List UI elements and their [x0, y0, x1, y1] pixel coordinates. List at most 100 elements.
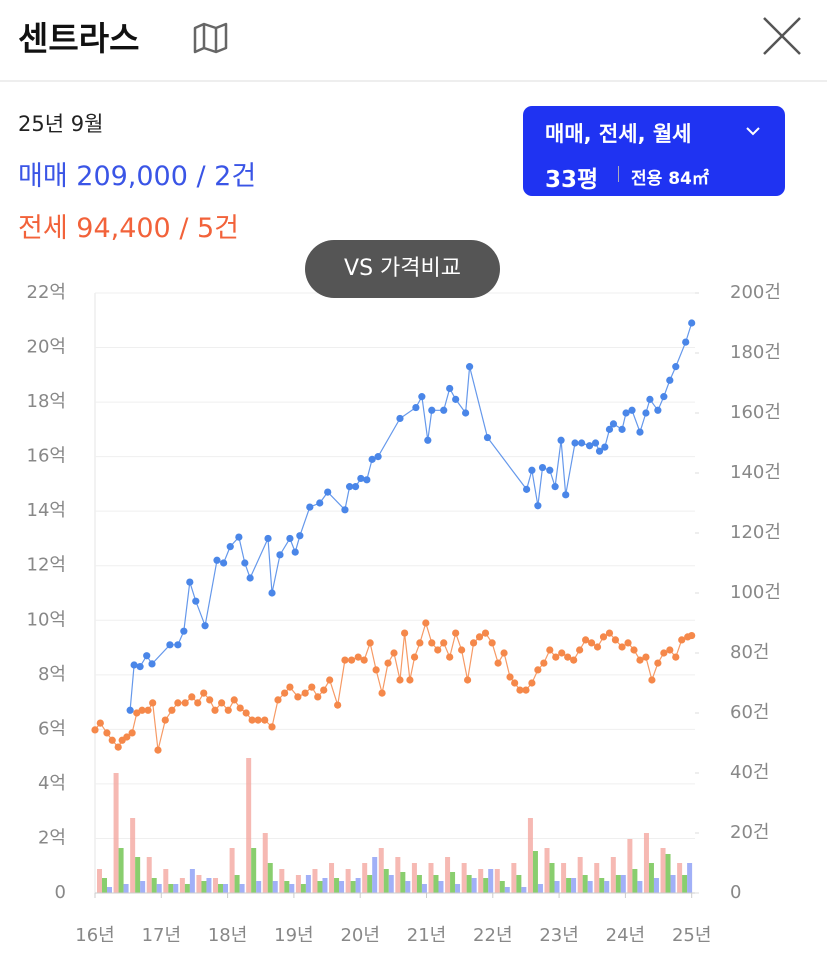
- filter-button[interactable]: 매매, 전세, 월세 33평 전용 84㎡: [523, 106, 785, 196]
- volume-bar: [571, 878, 577, 893]
- y2-tick-label: 180건: [730, 342, 781, 363]
- y2-tick-label: 20건: [730, 822, 769, 843]
- price-dot: [452, 395, 460, 403]
- price-dot: [672, 363, 680, 371]
- volume-bar: [272, 881, 278, 893]
- price-dot: [186, 578, 194, 586]
- price-dot: [636, 656, 644, 664]
- price-dot: [144, 706, 152, 714]
- price-dot: [264, 534, 272, 543]
- volume-bar: [653, 878, 659, 893]
- x-tick-label: 20년: [340, 925, 379, 946]
- price-dot: [354, 653, 362, 661]
- price-dot: [235, 533, 243, 541]
- volume-bar: [582, 875, 588, 893]
- price-dot: [254, 716, 262, 724]
- price-dot: [276, 551, 284, 559]
- close-button[interactable]: [760, 14, 804, 58]
- price-dot: [360, 656, 368, 664]
- price-dot: [587, 639, 596, 647]
- volume-bar: [566, 878, 572, 893]
- price-dot: [618, 643, 626, 651]
- price-dot: [230, 696, 238, 704]
- volume-bar: [677, 863, 683, 893]
- price-dot: [368, 455, 376, 463]
- volume-bar: [339, 881, 345, 893]
- volume-bar: [632, 869, 638, 893]
- price-line: [94, 620, 692, 751]
- price-dot: [268, 589, 276, 597]
- price-dot: [248, 716, 256, 724]
- volume-bar: [554, 881, 560, 893]
- volume-bar: [229, 848, 235, 893]
- price-dot: [126, 706, 134, 714]
- volume-bar: [587, 881, 593, 893]
- volume-bar: [350, 881, 356, 893]
- volume-bar: [107, 887, 112, 893]
- price-dot: [357, 474, 365, 483]
- volume-bar: [284, 881, 290, 893]
- price-dot: [168, 706, 176, 714]
- volume-bar: [445, 857, 451, 893]
- volume-bar: [118, 848, 124, 893]
- volume-bar: [599, 878, 605, 893]
- volume-bar: [561, 863, 567, 893]
- price-dot: [136, 663, 144, 671]
- price-dot: [628, 406, 636, 414]
- price-dot: [201, 622, 209, 630]
- volume-bar: [532, 851, 538, 893]
- volume-bar: [123, 884, 129, 893]
- complex-title: 센트라스: [18, 19, 140, 58]
- volume-bar: [184, 884, 190, 893]
- price-dot: [412, 403, 420, 412]
- price-dot: [224, 706, 232, 714]
- volume-bar: [317, 881, 323, 893]
- x-tick-label: 16년: [75, 925, 114, 946]
- volume-bar: [355, 878, 361, 893]
- price-dot: [500, 649, 508, 657]
- price-dot: [642, 653, 650, 661]
- volume-bar: [648, 863, 654, 893]
- volume-bar: [189, 869, 195, 893]
- map-icon[interactable]: [192, 22, 230, 54]
- price-dot: [434, 646, 442, 654]
- price-dot: [611, 636, 620, 644]
- volume-bar: [163, 869, 169, 893]
- volume-bar: [610, 857, 616, 893]
- volume-bar: [179, 878, 185, 893]
- volume-bar: [267, 863, 273, 893]
- price-dot: [593, 643, 602, 651]
- price-dot: [516, 686, 524, 694]
- y-tick-label: 18억: [27, 391, 66, 412]
- price-dot: [540, 659, 548, 667]
- volume-bar: [305, 875, 311, 893]
- price-dot: [666, 376, 674, 384]
- volume-bar: [627, 839, 633, 893]
- price-dot: [440, 639, 448, 647]
- price-dot: [211, 706, 219, 714]
- volume-bar: [213, 878, 219, 893]
- price-dot: [428, 639, 436, 647]
- price-dot: [682, 338, 690, 346]
- price-dot: [406, 676, 414, 684]
- volume-bar: [504, 887, 510, 893]
- price-dot: [605, 425, 614, 433]
- y-tick-label: 8억: [38, 664, 66, 685]
- volume-bar: [246, 758, 252, 893]
- price-dot: [268, 723, 276, 731]
- volume-bar: [521, 887, 527, 893]
- price-dot: [648, 676, 656, 684]
- price-dot: [192, 597, 200, 605]
- price-dot: [571, 439, 579, 447]
- y-tick-label: 14억: [27, 500, 66, 521]
- price-dot: [347, 656, 356, 664]
- price-dot: [154, 746, 162, 754]
- compare-button[interactable]: VS 가격비교: [305, 240, 500, 298]
- price-dot: [562, 491, 570, 499]
- volume-bar: [372, 857, 378, 893]
- volume-bar: [262, 833, 268, 893]
- price-dot: [181, 699, 189, 707]
- price-dot: [546, 466, 554, 474]
- x-tick-label: 22년: [473, 925, 512, 946]
- price-dot: [123, 733, 131, 741]
